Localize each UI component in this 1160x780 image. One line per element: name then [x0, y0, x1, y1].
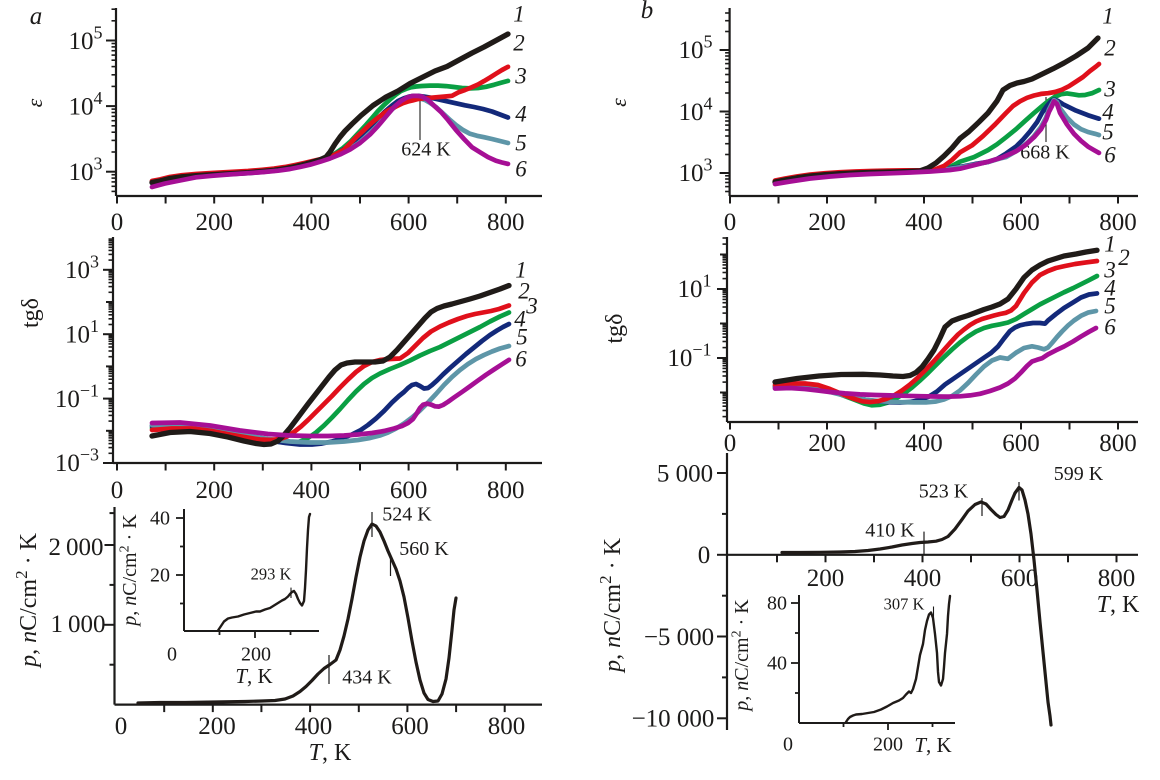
- svg-text:600: 600: [1002, 430, 1040, 457]
- svg-text:434 K: 434 K: [342, 667, 392, 689]
- svg-text:624 K: 624 K: [401, 139, 451, 161]
- svg-text:600: 600: [391, 713, 429, 740]
- svg-text:4: 4: [515, 102, 527, 127]
- svg-text:0: 0: [167, 644, 177, 666]
- svg-text:200: 200: [195, 209, 233, 236]
- svg-text:3: 3: [1103, 77, 1116, 102]
- svg-text:800: 800: [1098, 565, 1136, 592]
- svg-text:T, K: T, K: [914, 733, 951, 757]
- svg-text:1: 1: [1102, 4, 1114, 29]
- svg-text:200: 200: [195, 477, 233, 504]
- svg-text:4: 4: [1104, 276, 1116, 301]
- svg-text:800: 800: [1099, 209, 1137, 236]
- svg-text:600: 600: [1002, 209, 1040, 236]
- svg-text:2: 2: [518, 279, 530, 304]
- svg-text:4: 4: [514, 307, 526, 332]
- svg-text:600: 600: [1001, 565, 1039, 592]
- svg-text:80: 80: [767, 593, 787, 615]
- svg-text:ε: ε: [606, 98, 631, 107]
- svg-text:599 K: 599 K: [1054, 463, 1104, 485]
- svg-text:10−3: 10−3: [55, 445, 99, 478]
- svg-text:523 K: 523 K: [919, 481, 969, 503]
- svg-text:800: 800: [487, 209, 525, 236]
- svg-text:tgδ: tgδ: [18, 298, 44, 328]
- svg-text:3: 3: [525, 294, 538, 319]
- svg-text:6: 6: [1104, 315, 1116, 340]
- svg-text:2: 2: [513, 31, 525, 56]
- svg-text:b: b: [641, 0, 654, 24]
- svg-text:5 000: 5 000: [657, 460, 713, 487]
- svg-text:200: 200: [198, 713, 236, 740]
- svg-text:0: 0: [698, 542, 711, 569]
- svg-text:524 K: 524 K: [382, 504, 432, 526]
- svg-text:p, nC/cm2 · K: p, nC/cm2 · K: [729, 599, 753, 713]
- svg-text:20: 20: [150, 565, 170, 587]
- svg-text:400: 400: [904, 565, 942, 592]
- svg-text:600: 600: [390, 209, 428, 236]
- svg-text:1: 1: [1104, 232, 1116, 257]
- svg-text:1: 1: [513, 2, 525, 27]
- svg-text:−5 000: −5 000: [644, 624, 714, 651]
- svg-text:4: 4: [1102, 100, 1114, 125]
- svg-text:5: 5: [516, 325, 528, 350]
- svg-text:600: 600: [390, 477, 428, 504]
- svg-text:1 000: 1 000: [50, 611, 105, 638]
- svg-text:5: 5: [1104, 294, 1116, 319]
- svg-text:tgδ: tgδ: [602, 314, 628, 344]
- svg-text:800: 800: [488, 713, 526, 740]
- svg-text:0: 0: [115, 713, 128, 740]
- svg-text:800: 800: [1099, 430, 1137, 457]
- svg-text:0: 0: [111, 477, 124, 504]
- svg-text:307 K: 307 K: [884, 594, 925, 613]
- svg-text:800: 800: [487, 477, 525, 504]
- svg-text:560 K: 560 K: [399, 538, 449, 560]
- svg-text:6: 6: [1104, 143, 1116, 168]
- svg-text:p, nC/cm2 · K: p, nC/cm2 · K: [117, 514, 141, 628]
- svg-text:T, K: T, K: [1097, 592, 1140, 618]
- svg-text:2: 2: [1104, 36, 1116, 61]
- svg-text:6: 6: [515, 347, 527, 372]
- svg-text:200: 200: [873, 734, 903, 756]
- svg-text:3: 3: [514, 64, 527, 89]
- svg-text:400: 400: [905, 209, 943, 236]
- svg-text:200: 200: [808, 430, 846, 457]
- svg-text:200: 200: [241, 644, 271, 666]
- svg-text:5: 5: [1102, 120, 1114, 145]
- svg-text:400: 400: [905, 430, 943, 457]
- svg-text:400: 400: [293, 477, 331, 504]
- svg-text:ε: ε: [22, 98, 47, 107]
- svg-text:p, nC/cm2 · K: p, nC/cm2 · K: [596, 537, 626, 673]
- svg-text:T, K: T, K: [235, 664, 272, 688]
- svg-text:0: 0: [724, 209, 737, 236]
- svg-text:T, K: T, K: [309, 740, 352, 766]
- svg-text:p, nC/cm2 · K: p, nC/cm2 · K: [12, 532, 42, 668]
- svg-text:0: 0: [111, 209, 124, 236]
- svg-text:5: 5: [515, 131, 527, 156]
- svg-text:2: 2: [1118, 245, 1130, 270]
- svg-text:a: a: [30, 3, 43, 30]
- svg-text:410 K: 410 K: [865, 520, 915, 542]
- svg-text:400: 400: [293, 209, 331, 236]
- svg-text:200: 200: [807, 565, 845, 592]
- svg-text:6: 6: [515, 157, 527, 182]
- svg-text:200: 200: [808, 209, 846, 236]
- svg-text:40: 40: [767, 653, 787, 675]
- svg-text:400: 400: [295, 713, 333, 740]
- svg-text:2 000: 2 000: [48, 534, 103, 561]
- svg-text:−10 000: −10 000: [632, 706, 715, 733]
- svg-text:40: 40: [150, 508, 170, 530]
- svg-text:0: 0: [783, 734, 793, 756]
- svg-text:1: 1: [515, 258, 527, 283]
- svg-text:668 K: 668 K: [1020, 142, 1070, 164]
- svg-text:3: 3: [1103, 258, 1116, 283]
- svg-text:293 K: 293 K: [251, 564, 292, 583]
- svg-text:0: 0: [724, 430, 737, 457]
- svg-text:10−1: 10−1: [55, 380, 99, 413]
